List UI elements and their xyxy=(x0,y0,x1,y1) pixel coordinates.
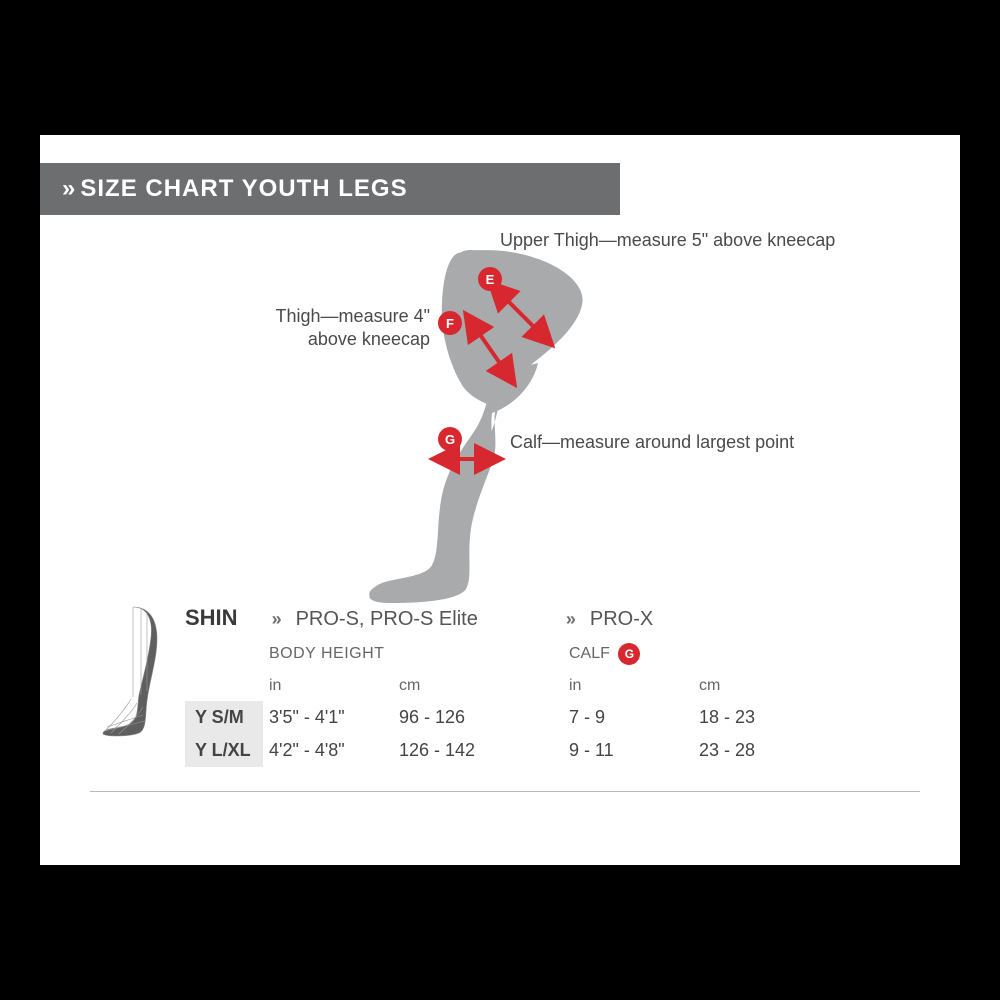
table-row: Y S/M 3'5" - 4'1" 96 - 126 7 - 9 18 - 23 xyxy=(185,701,803,734)
cell: 7 - 9 xyxy=(563,701,693,734)
label-thigh: Thigh—measure 4" above kneecap xyxy=(190,305,430,352)
sub-body-height: BODY HEIGHT xyxy=(263,637,523,671)
group1: PRO-S, PRO-S Elite xyxy=(296,608,478,631)
sub-calf: CALF G xyxy=(563,637,803,671)
label-thigh-line2: above kneecap xyxy=(308,329,430,349)
inline-badge-g: G xyxy=(618,643,640,665)
label-thigh-line1: Thigh—measure 4" xyxy=(276,306,430,326)
size-cell: Y L/XL xyxy=(185,734,263,767)
shin-header-row: SHIN » PRO-S, PRO-S Elite » PRO-X xyxy=(185,605,920,631)
cell: 126 - 142 xyxy=(393,734,523,767)
label-calf: Calf—measure around largest point xyxy=(510,431,794,454)
size-table-zone: SHIN » PRO-S, PRO-S Elite » PRO-X BODY H… xyxy=(40,605,960,767)
chev1: » xyxy=(272,609,282,630)
shin-icon xyxy=(95,603,165,738)
divider xyxy=(90,791,920,792)
header-chevron: » xyxy=(62,175,76,202)
size-cell: Y S/M xyxy=(185,701,263,734)
leg-svg xyxy=(340,245,600,605)
cell: 3'5" - 4'1" xyxy=(263,701,393,734)
cell: 4'2" - 4'8" xyxy=(263,734,393,767)
group2: PRO-X xyxy=(590,608,653,631)
badge-f: F xyxy=(438,311,462,335)
leg-diagram: E F G Upper Thigh—measure 5" above kneec… xyxy=(40,215,960,605)
size-chart-card: »SIZE CHART YOUTH LEGS xyxy=(40,135,960,865)
unit-cm-2: cm xyxy=(693,671,803,701)
chev2: » xyxy=(566,609,576,630)
cell: 9 - 11 xyxy=(563,734,693,767)
header-bar: »SIZE CHART YOUTH LEGS xyxy=(40,163,620,215)
shin-title: SHIN xyxy=(185,605,238,631)
unit-in-1: in xyxy=(263,671,393,701)
unit-in-2: in xyxy=(563,671,693,701)
badge-e: E xyxy=(478,267,502,291)
cell: 96 - 126 xyxy=(393,701,523,734)
badge-g: G xyxy=(438,427,462,451)
size-table: BODY HEIGHT CALF G in cm in cm Y S/ xyxy=(185,637,803,767)
table-row: Y L/XL 4'2" - 4'8" 126 - 142 9 - 11 23 -… xyxy=(185,734,803,767)
cell: 23 - 28 xyxy=(693,734,803,767)
unit-cm-1: cm xyxy=(393,671,523,701)
label-upper-thigh: Upper Thigh—measure 5" above kneecap xyxy=(500,229,835,252)
cell: 18 - 23 xyxy=(693,701,803,734)
header-title: SIZE CHART YOUTH LEGS xyxy=(80,175,407,202)
